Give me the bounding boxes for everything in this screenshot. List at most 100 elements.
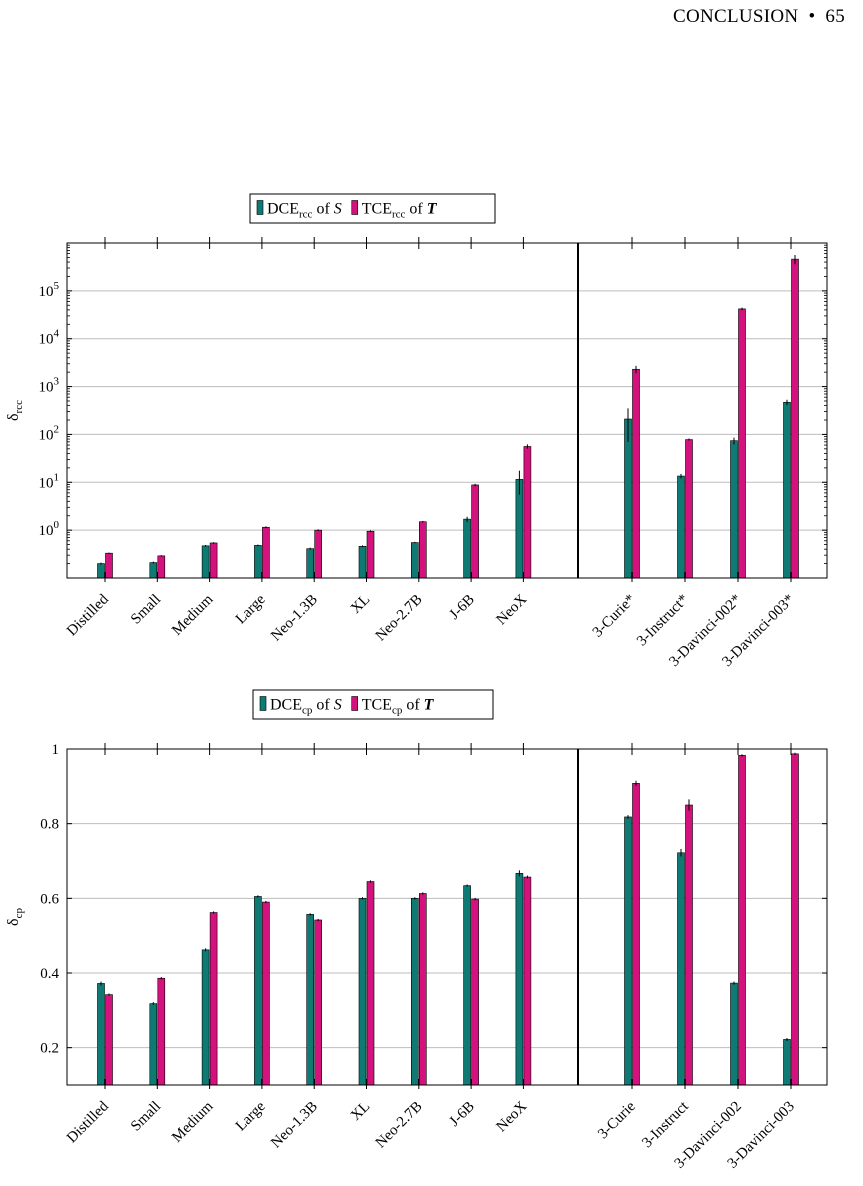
cp-bar-tce — [471, 898, 479, 1086]
cp-legend-swatch-tce — [351, 696, 359, 711]
cp-category-label: Neo-2.7B — [373, 1099, 426, 1152]
cp-category-label: 3-Instruct — [639, 1098, 692, 1151]
cp-bar-dce — [730, 982, 738, 1086]
rcc-legend-subscript: rcc — [299, 209, 313, 221]
rcc-ytick-base: 10 — [39, 427, 54, 443]
cp-ytick-text: 1 — [52, 742, 60, 758]
cp-legend-box — [252, 689, 494, 720]
rcc-ytick-exp: 0 — [54, 519, 60, 531]
rcc-ytick-label: 100 — [39, 519, 60, 539]
cp-legend: DCEcp of S TCEcp of T — [252, 689, 494, 720]
cp-category-label: Medium — [169, 1098, 216, 1145]
cp-bar-tce — [209, 912, 218, 1086]
rcc-legend-variable: S — [334, 201, 342, 218]
section-title: CONCLUSION — [672, 6, 799, 27]
cp-bar-tce — [105, 994, 113, 1086]
cp-legend-of: of — [312, 697, 333, 714]
cp-legend-variable: T — [424, 697, 435, 714]
rcc-legend-swatch-tce — [351, 200, 359, 215]
cp-category-label: 3-Curie — [595, 1098, 639, 1142]
page-header: CONCLUSION • 65 — [673, 6, 845, 28]
rcc-legend-box — [249, 193, 496, 224]
rcc-legend-of: of — [312, 201, 333, 218]
page-number: 65 — [825, 6, 845, 27]
cp-category-label: Distilled — [64, 1098, 112, 1146]
cp-bar-tce — [523, 876, 532, 1086]
rcc-ytick-base: 10 — [39, 284, 54, 300]
cp-legend-label-tce: TCEcp of T — [362, 697, 435, 717]
rcc-ytick-exp: 1 — [54, 471, 60, 483]
rcc-ytick-base: 10 — [39, 523, 54, 539]
rcc-y-axis-label: δrcc — [5, 400, 25, 421]
cp-bar-dce — [677, 852, 685, 1086]
cp-legend-of: of — [402, 697, 423, 714]
cp-ytick-text: 0.2 — [40, 1041, 59, 1057]
rcc-legend-label-dce: DCErcc of S — [267, 201, 342, 221]
cp-legend-subscript: cp — [392, 705, 403, 717]
cp-ytick-label: 0.2 — [40, 1041, 59, 1057]
rcc-plot-frame — [66, 242, 828, 579]
cp-bar-tce — [262, 901, 270, 1086]
cp-bar-dce — [463, 885, 471, 1086]
rcc-legend-subscript: rcc — [392, 209, 406, 221]
rcc-ytick-exp: 3 — [54, 376, 60, 388]
cp-bar-tce — [791, 753, 799, 1086]
rcc-legend-name: TCE — [362, 201, 392, 218]
rcc-legend-swatch-dce — [256, 200, 264, 215]
cp-plot-frame — [66, 748, 828, 1086]
rcc-ytick-label: 105 — [39, 280, 60, 300]
rcc-legend-variable: T — [427, 201, 438, 218]
cp-legend-label-dce: DCEcp of S — [270, 697, 342, 717]
cp-bar-dce — [410, 898, 419, 1086]
cp-legend-variable: S — [334, 697, 342, 714]
cp-bar-dce — [515, 873, 524, 1086]
cp-bar-dce — [358, 898, 367, 1086]
rcc-ytick-base: 10 — [39, 475, 54, 491]
cp-ytick-label: 0.6 — [40, 891, 59, 907]
rcc-legend-name: DCE — [267, 201, 299, 218]
rcc-y-axis-subscript: rcc — [13, 400, 25, 414]
cp-bar-tce — [418, 893, 427, 1086]
cp-y-axis-subscript: cp — [13, 908, 25, 919]
cp-category-label: Large — [233, 1098, 269, 1134]
cp-bar-dce — [149, 1003, 158, 1086]
cp-legend-subscript: cp — [302, 705, 313, 717]
cp-bar-dce — [254, 896, 262, 1086]
cp-ytick-text: 0.4 — [40, 966, 59, 982]
rcc-ytick-exp: 5 — [54, 280, 60, 292]
cp-bar-dce — [97, 983, 105, 1086]
cp-ytick-label: 0.8 — [40, 817, 59, 833]
rcc-ytick-label: 101 — [39, 471, 60, 491]
cp-bar-dce — [783, 1039, 791, 1086]
cp-y-axis-label: δcp — [5, 908, 25, 926]
cp-category-label: Small — [128, 1099, 164, 1135]
cp-bar-tce — [632, 783, 640, 1086]
cp-ytick-text: 0.8 — [40, 817, 59, 833]
cp-bar-tce — [314, 919, 323, 1086]
cp-category-label: XL — [348, 1099, 373, 1124]
cp-bar-dce — [624, 816, 632, 1086]
rcc-ytick-label: 102 — [39, 423, 60, 443]
cp-bar-dce — [306, 914, 315, 1086]
rcc-ytick-base: 10 — [39, 380, 54, 396]
rcc-ytick-exp: 2 — [54, 423, 60, 435]
rcc-ytick-label: 104 — [39, 328, 60, 348]
cp-legend-swatch-dce — [259, 696, 267, 711]
cp-legend-name: DCE — [270, 697, 302, 714]
cp-bar-tce — [366, 881, 375, 1086]
cp-ytick-label: 0.4 — [40, 966, 59, 982]
rcc-legend-label-tce: TCErcc of T — [362, 201, 438, 221]
cp-category-label: J-6B — [447, 1099, 478, 1130]
cp-bar-tce — [738, 755, 746, 1086]
header-separator: • — [808, 6, 816, 27]
cp-ytick-text: 0.6 — [40, 891, 59, 907]
cp-bar-tce — [157, 977, 166, 1086]
rcc-legend: DCErcc of S TCErcc of T — [249, 193, 496, 224]
cp-y-axis-symbol: δ — [5, 918, 22, 926]
cp-ytick-label: 1 — [52, 742, 60, 758]
cp-category-label: NeoX — [494, 1098, 531, 1135]
rcc-ytick-label: 103 — [39, 376, 60, 396]
cp-legend-name: TCE — [362, 697, 392, 714]
